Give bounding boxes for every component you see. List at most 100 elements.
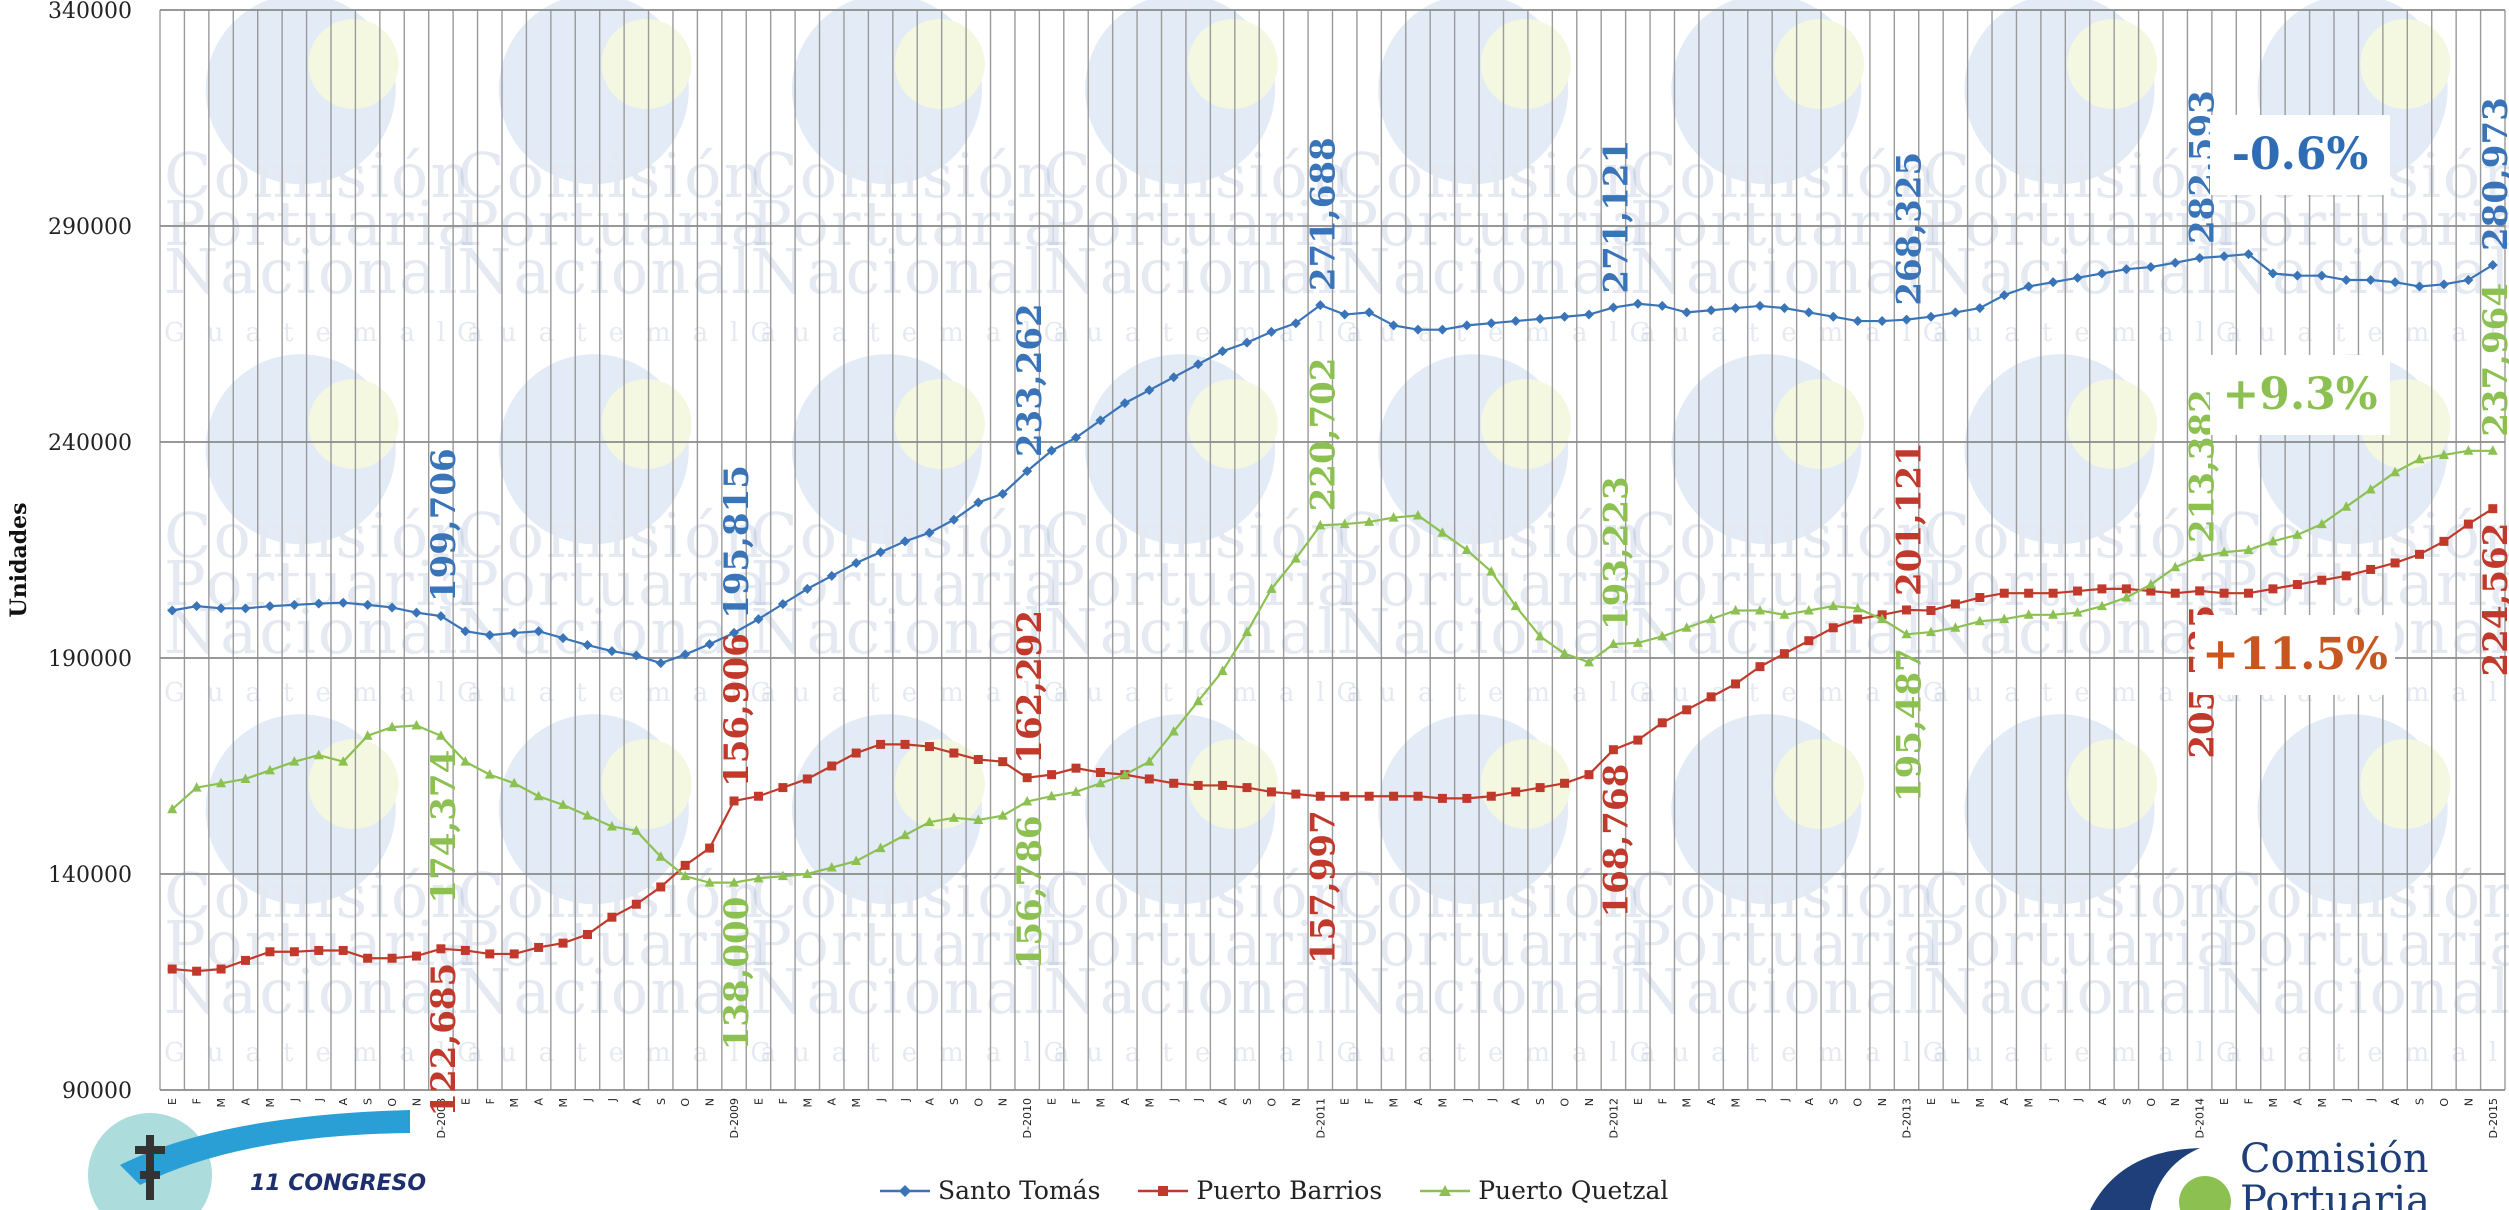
data-point: [680, 649, 691, 660]
data-point: [2195, 586, 2205, 596]
watermark-text: Portuaria: [1923, 907, 2235, 980]
data-point: [1999, 588, 2009, 598]
data-point: [485, 949, 495, 959]
x-tick-label: J: [1485, 1098, 1498, 1102]
data-point: [2316, 518, 2327, 529]
watermark-text: Guatemala: [1923, 678, 2264, 708]
watermark-text: Nacional: [750, 955, 1046, 1028]
data-point: [1560, 778, 1570, 788]
data-point: [1950, 307, 1961, 318]
data-point: [1583, 656, 1594, 667]
watermark-text: Comisión: [164, 859, 472, 932]
watermark-text: Guatemala: [1630, 1038, 1971, 1068]
x-tick-label: D-2013: [1901, 1098, 1914, 1138]
data-point: [1071, 432, 1082, 443]
data-point: [777, 599, 788, 609]
legend: Santo Tomás Puerto Barrios Puerto Quetza…: [880, 1176, 1668, 1205]
data-point: [338, 945, 348, 955]
x-tick-label: J: [313, 1098, 326, 1102]
x-tick-label: M: [264, 1098, 277, 1108]
data-point: [2073, 586, 2083, 596]
data-point: [1461, 320, 1472, 331]
x-tick-label: M: [2316, 1098, 2329, 1108]
x-tick-label: M: [801, 1098, 814, 1108]
watermark-text: Nacional: [1923, 955, 2219, 1028]
data-label: 233,262: [1010, 303, 1050, 457]
data-point: [1852, 316, 1863, 327]
data-point: [1022, 466, 1033, 477]
data-point: [1047, 770, 1057, 780]
watermark-text: Nacional: [164, 955, 460, 1028]
x-tick-label: M: [215, 1098, 228, 1108]
data-point: [2365, 484, 2376, 494]
x-tick-label: S: [948, 1098, 961, 1105]
watermark-text: Comisión: [1043, 139, 1351, 212]
watermark-circle: [205, 0, 396, 185]
data-point: [1437, 793, 1447, 803]
watermark-text: Portuaria: [2216, 907, 2509, 980]
watermark-text: Portuaria: [2216, 547, 2509, 620]
data-point: [1339, 309, 1350, 320]
data-label: 237,964: [2476, 283, 2509, 437]
watermark-text: Guatemala: [1923, 1038, 2264, 1068]
watermark-circle: [1085, 354, 1276, 545]
data-point: [2219, 251, 2230, 262]
data-point: [1486, 318, 1497, 329]
watermark-circle: [205, 354, 396, 545]
data-point: [997, 810, 1008, 820]
x-tick-label: E: [752, 1098, 765, 1105]
data-point: [167, 803, 178, 814]
data-point: [1559, 648, 1570, 658]
data-point: [2121, 592, 2132, 602]
data-point: [1291, 789, 1301, 799]
x-tick-label: F: [2243, 1098, 2256, 1104]
data-point: [167, 964, 177, 974]
watermark-circle: [1671, 354, 1862, 545]
data-point: [1926, 605, 1936, 615]
x-tick-label: S: [1827, 1098, 1840, 1105]
data-point: [680, 860, 690, 870]
data-point: [1852, 602, 1863, 613]
watermark-circle: [2257, 714, 2448, 905]
data-point: [631, 650, 642, 661]
data-point: [704, 639, 715, 650]
data-point: [875, 547, 886, 558]
data-point: [2267, 535, 2278, 546]
data-point: [827, 761, 837, 771]
watermark-dot: [2067, 739, 2158, 829]
watermark-dot: [1480, 379, 1571, 469]
data-point: [1413, 791, 1423, 801]
data-point: [533, 790, 544, 801]
data-point: [1999, 290, 2010, 301]
data-point: [851, 855, 862, 866]
data-point: [216, 603, 227, 614]
x-tick-label: A: [239, 1098, 252, 1106]
data-point: [1388, 512, 1399, 522]
data-point: [1217, 665, 1228, 675]
cpn-logo-line2: Portuaria: [2240, 1178, 2430, 1210]
data-point: [1193, 359, 1204, 370]
watermark-text: Portuaria: [750, 907, 1062, 980]
annotation-puerto-barrios-text: +11.5%: [2202, 629, 2388, 680]
watermark-dot: [1774, 19, 1865, 109]
data-point: [435, 730, 446, 740]
data-point: [1730, 604, 1741, 615]
data-point: [948, 514, 959, 525]
data-point: [802, 583, 813, 594]
watermark-text: Portuaria: [1337, 907, 1649, 980]
data-point: [313, 749, 324, 760]
x-tick-label: A: [2389, 1098, 2402, 1106]
data-point: [1364, 516, 1375, 526]
watermark-text: Nacional: [1337, 595, 1633, 668]
x-tick-label: M: [2267, 1098, 2280, 1108]
data-point: [2438, 279, 2449, 290]
data-point: [1144, 774, 1154, 784]
data-point: [1803, 307, 1814, 318]
y-tick-label: 140000: [48, 863, 132, 888]
watermark-text: Guatemala: [1337, 1038, 1678, 1068]
x-tick-label: A: [630, 1098, 643, 1106]
data-point: [1754, 604, 1765, 615]
data-point: [1974, 303, 1985, 314]
